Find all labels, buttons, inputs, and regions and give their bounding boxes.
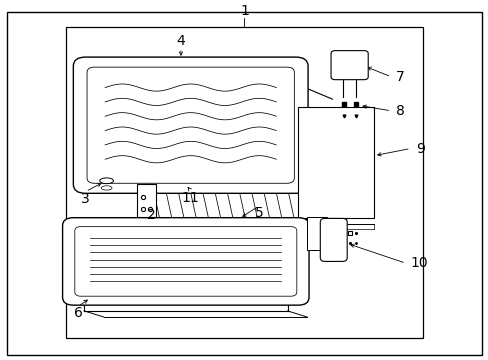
Text: 10: 10 bbox=[410, 256, 427, 270]
Text: 5: 5 bbox=[254, 206, 263, 220]
FancyBboxPatch shape bbox=[75, 227, 296, 296]
Bar bbox=[298, 107, 373, 219]
Ellipse shape bbox=[100, 178, 113, 184]
FancyBboxPatch shape bbox=[330, 51, 367, 80]
Text: 7: 7 bbox=[395, 70, 404, 84]
Bar bbox=[66, 27, 422, 338]
FancyBboxPatch shape bbox=[73, 57, 307, 193]
FancyBboxPatch shape bbox=[62, 218, 308, 305]
Text: 9: 9 bbox=[415, 141, 424, 156]
FancyBboxPatch shape bbox=[320, 219, 346, 261]
Text: 1: 1 bbox=[240, 4, 248, 18]
FancyBboxPatch shape bbox=[87, 67, 294, 183]
Text: 2: 2 bbox=[147, 208, 156, 222]
Bar bbox=[306, 217, 326, 249]
Text: 8: 8 bbox=[395, 104, 404, 118]
Text: 11: 11 bbox=[182, 191, 199, 205]
Bar bbox=[139, 181, 310, 228]
Text: 3: 3 bbox=[81, 192, 90, 206]
Text: 6: 6 bbox=[74, 306, 82, 320]
Ellipse shape bbox=[101, 186, 112, 190]
Text: 4: 4 bbox=[176, 34, 185, 48]
Bar bbox=[137, 184, 155, 217]
